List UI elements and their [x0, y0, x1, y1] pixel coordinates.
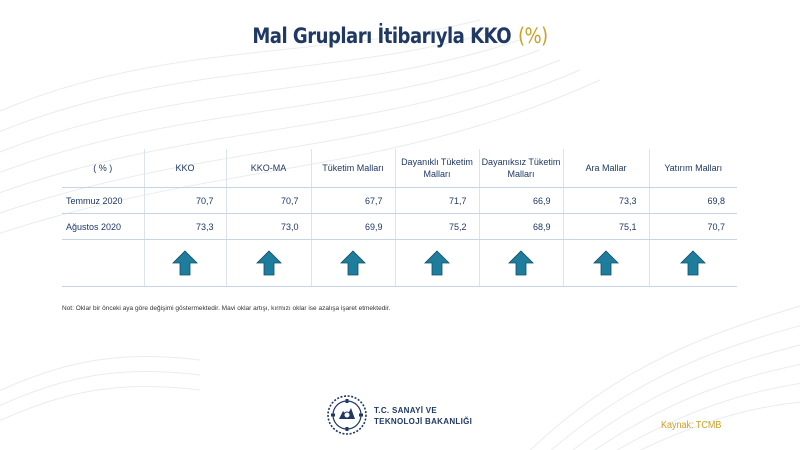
ministry-name-line1: T.C. SANAYİ VE — [374, 406, 438, 415]
arrow-up-icon — [508, 250, 534, 276]
ministry-name: T.C. SANAYİ VE TEKNOLOJİ BAKANLIĞI — [374, 405, 472, 427]
arrow-up-icon — [255, 250, 282, 276]
header-kko-ma: KKO-MA — [226, 149, 312, 188]
table-cell: 69,8 — [649, 187, 737, 214]
row-label: Ağustos 2020 — [62, 213, 145, 240]
header-ara-mallar: Ara Mallar — [563, 149, 650, 188]
ministry-logo: T.C. SANAYİ VE TEKNOLOJİ BAKANLIĞI — [326, 394, 486, 438]
arrow-up-icon — [424, 250, 450, 276]
table-cell: 66,9 — [479, 187, 564, 214]
header-dayanikli-tuketim: Dayanıklı Tüketim Malları — [395, 149, 480, 188]
header-kko: KKO — [144, 149, 227, 188]
arrow-up-icon — [593, 250, 619, 276]
arrow-cell — [395, 239, 480, 287]
title-text: Mal Grupları İtibarıyla KKO — [252, 24, 512, 48]
table-cell: 67,7 — [311, 187, 396, 214]
arrow-cell — [226, 239, 312, 287]
page-title: Mal Grupları İtibarıyla KKO (%) — [56, 24, 744, 48]
title-unit: (%) — [517, 24, 548, 48]
table-cell: 73,3 — [563, 187, 650, 214]
arrow-row — [62, 239, 737, 287]
table-cell: 73,3 — [144, 213, 227, 240]
arrow-cell — [479, 239, 564, 287]
table-cell: 75,1 — [563, 213, 650, 240]
arrow-cell — [649, 239, 737, 287]
arrow-row-label — [62, 239, 145, 287]
table-cell: 73,0 — [226, 213, 312, 240]
arrow-cell — [144, 239, 227, 287]
table-cell: 70,7 — [649, 213, 737, 240]
row-label: Temmuz 2020 — [62, 187, 145, 214]
table-cell: 69,9 — [311, 213, 396, 240]
table-cell: 70,7 — [226, 187, 312, 214]
table-cell: 75,2 — [395, 213, 480, 240]
header-tuketim-mallari: Tüketim Malları — [311, 149, 396, 188]
ministry-emblem-icon — [327, 395, 367, 435]
ministry-name-line2: TEKNOLOJİ BAKANLIĞI — [374, 417, 473, 426]
source-label: Kaynak: TCMB — [661, 420, 722, 431]
table-cell: 68,9 — [479, 213, 564, 240]
arrow-up-icon — [680, 250, 707, 276]
header-yatirim-mallari: Yatırım Malları — [649, 149, 737, 188]
table-cell: 70,7 — [144, 187, 227, 214]
arrow-up-icon — [340, 250, 366, 276]
table-row: Temmuz 2020 70,7 70,7 67,7 71,7 66,9 73,… — [62, 187, 737, 214]
arrow-up-icon — [172, 250, 198, 276]
footnote: Not: Oklar bir önceki aya göre değişimi … — [62, 305, 391, 312]
header-unit: ( % ) — [62, 149, 145, 188]
arrow-cell — [311, 239, 396, 287]
table-cell: 71,7 — [395, 187, 480, 214]
kko-table: ( % ) KKO KKO-MA Tüketim Malları Dayanık… — [62, 149, 737, 287]
header-dayaniksiz-tuketim: Dayanıksız Tüketim Malları — [479, 149, 564, 188]
table-header-row: ( % ) KKO KKO-MA Tüketim Malları Dayanık… — [62, 149, 737, 188]
table-row: Ağustos 2020 73,3 73,0 69,9 75,2 68,9 75… — [62, 213, 737, 240]
arrow-cell — [563, 239, 650, 287]
